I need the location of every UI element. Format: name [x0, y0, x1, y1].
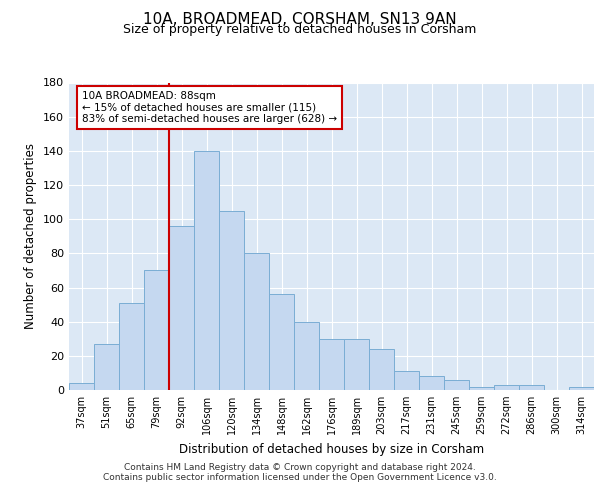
Bar: [444, 380, 469, 390]
Bar: [194, 151, 219, 390]
Bar: [419, 376, 444, 390]
Text: 10A BROADMEAD: 88sqm
← 15% of detached houses are smaller (115)
83% of semi-deta: 10A BROADMEAD: 88sqm ← 15% of detached h…: [82, 91, 337, 124]
Bar: [269, 294, 294, 390]
Bar: [469, 386, 494, 390]
Bar: [519, 385, 544, 390]
Bar: [169, 226, 194, 390]
X-axis label: Distribution of detached houses by size in Corsham: Distribution of detached houses by size …: [179, 442, 484, 456]
Bar: [394, 371, 419, 390]
Bar: [369, 349, 394, 390]
Text: Contains public sector information licensed under the Open Government Licence v3: Contains public sector information licen…: [103, 474, 497, 482]
Bar: [94, 344, 119, 390]
Bar: [119, 303, 144, 390]
Y-axis label: Number of detached properties: Number of detached properties: [25, 143, 37, 329]
Text: Contains HM Land Registry data © Crown copyright and database right 2024.: Contains HM Land Registry data © Crown c…: [124, 462, 476, 471]
Bar: [494, 385, 519, 390]
Bar: [69, 383, 94, 390]
Bar: [294, 322, 319, 390]
Text: 10A, BROADMEAD, CORSHAM, SN13 9AN: 10A, BROADMEAD, CORSHAM, SN13 9AN: [143, 12, 457, 28]
Bar: [344, 339, 369, 390]
Bar: [319, 339, 344, 390]
Text: Size of property relative to detached houses in Corsham: Size of property relative to detached ho…: [124, 24, 476, 36]
Bar: [244, 254, 269, 390]
Bar: [219, 210, 244, 390]
Bar: [144, 270, 169, 390]
Bar: [569, 386, 594, 390]
